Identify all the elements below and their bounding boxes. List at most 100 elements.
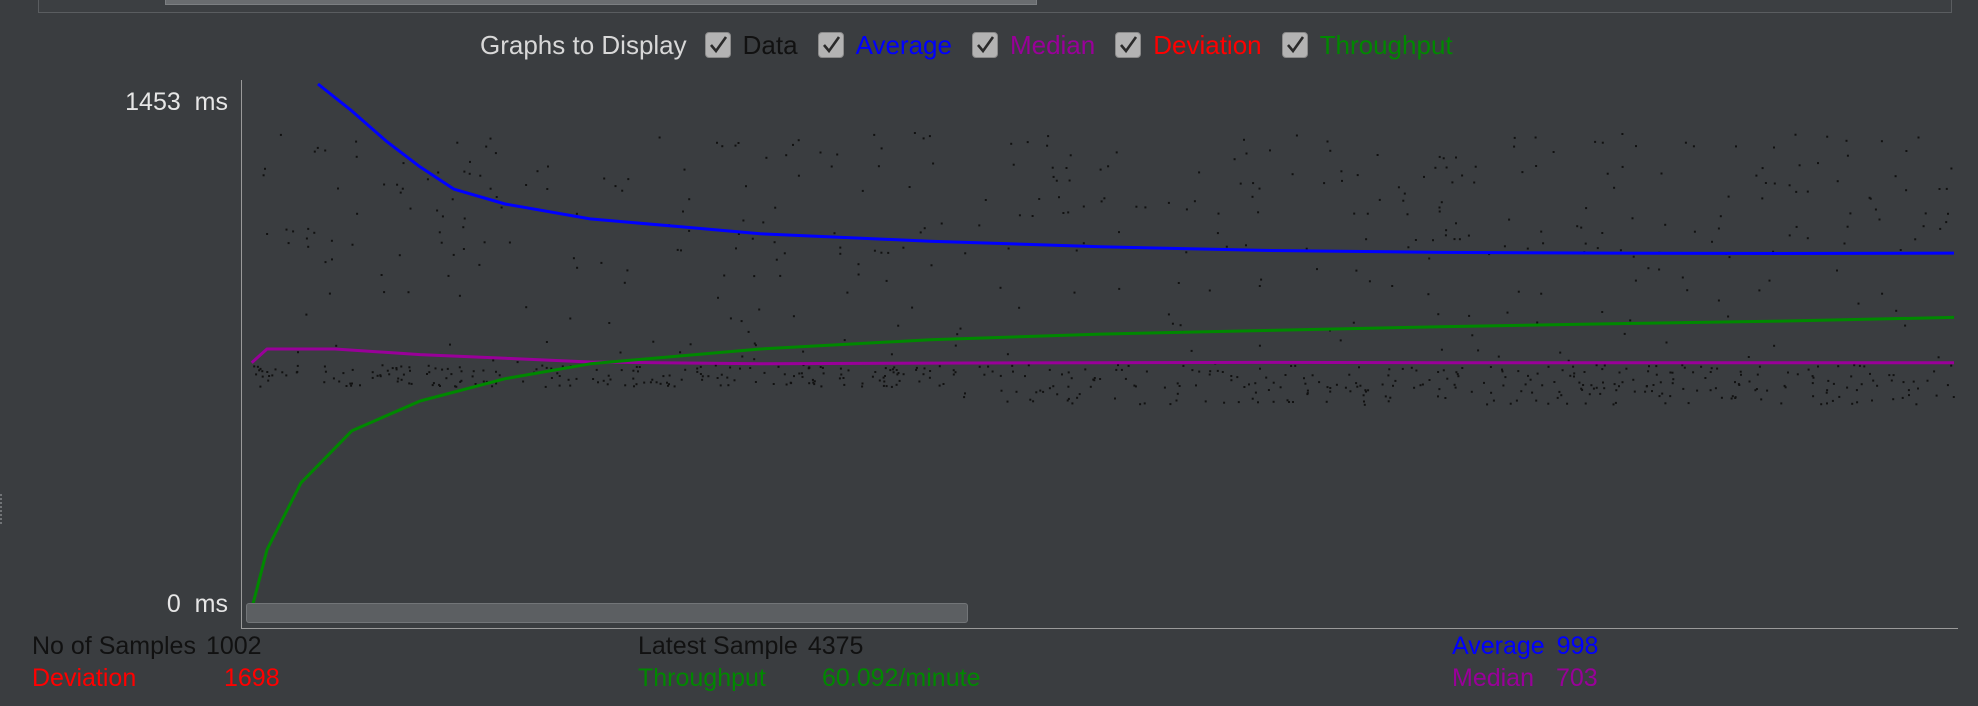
data-point — [550, 367, 553, 370]
data-point — [846, 291, 849, 294]
data-point — [1394, 379, 1397, 382]
data-point — [1362, 394, 1365, 397]
data-point — [608, 322, 611, 324]
data-point — [1659, 381, 1662, 384]
checkbox-average[interactable] — [817, 32, 844, 58]
data-point — [819, 151, 822, 154]
data-point — [1356, 174, 1359, 177]
data-point — [1467, 234, 1470, 237]
graph-horizontal-scrollbar[interactable] — [246, 603, 968, 623]
checkbox-data[interactable] — [704, 32, 731, 58]
top-scrollbar-thumb[interactable] — [165, 0, 1037, 5]
stat-deviation-value: 1698 — [224, 664, 280, 692]
data-point — [840, 373, 843, 376]
data-point — [1015, 390, 1018, 393]
data-point — [1279, 386, 1282, 389]
data-point — [1665, 341, 1668, 344]
data-point — [1216, 232, 1219, 235]
legend-item-average[interactable]: Average — [817, 30, 952, 61]
data-point — [1329, 390, 1332, 393]
data-point — [1470, 390, 1473, 393]
data-point — [1894, 175, 1897, 178]
data-point — [1171, 322, 1174, 325]
data-point — [1384, 395, 1387, 398]
data-point — [1082, 242, 1085, 245]
checkbox-deviation[interactable] — [1115, 32, 1142, 58]
data-point — [1846, 154, 1849, 157]
data-point — [305, 237, 308, 240]
data-point — [371, 371, 374, 374]
data-point — [802, 350, 805, 353]
data-point — [747, 330, 750, 333]
data-point — [1107, 165, 1110, 168]
data-point — [1648, 365, 1650, 368]
data-point — [1198, 370, 1201, 373]
data-point — [1734, 397, 1737, 399]
data-point — [1826, 389, 1829, 392]
data-point — [735, 247, 737, 250]
data-point — [1176, 382, 1179, 385]
data-point — [651, 378, 654, 381]
data-point — [1578, 381, 1581, 384]
data-point — [1326, 386, 1329, 389]
data-point — [1258, 187, 1261, 190]
splitter-grip[interactable] — [0, 494, 6, 524]
stat-throughput: Throughput 60.092/minute — [638, 664, 980, 693]
legend-item-median[interactable]: Median — [971, 30, 1095, 61]
data-point — [1625, 367, 1628, 370]
stat-deviation-label: Deviation — [32, 664, 137, 692]
data-point — [737, 233, 740, 235]
data-point — [885, 279, 888, 282]
data-point — [1440, 348, 1443, 351]
data-point — [287, 242, 290, 245]
checkbox-throughput[interactable] — [1281, 32, 1308, 58]
data-point — [485, 380, 488, 383]
data-point — [635, 383, 638, 386]
data-point — [1569, 374, 1572, 377]
data-point — [754, 344, 757, 347]
data-point — [887, 251, 890, 254]
data-point — [1115, 151, 1118, 154]
data-point — [1812, 376, 1815, 379]
data-point — [922, 373, 925, 376]
checkbox-median[interactable] — [971, 32, 998, 58]
data-points — [253, 132, 1955, 406]
data-point — [441, 368, 444, 371]
data-point — [956, 333, 959, 336]
data-point — [383, 291, 386, 294]
data-point — [1938, 188, 1941, 190]
data-point — [1807, 368, 1810, 371]
data-point — [1258, 344, 1261, 347]
data-point — [800, 372, 803, 375]
data-point — [878, 379, 881, 382]
data-point — [1438, 206, 1441, 209]
data-point — [884, 375, 886, 377]
data-point — [1780, 402, 1783, 405]
data-point — [1632, 378, 1635, 381]
data-point — [897, 372, 900, 374]
data-point — [1878, 218, 1881, 221]
data-point — [1100, 200, 1103, 203]
data-point — [1856, 401, 1859, 404]
data-point — [1434, 166, 1437, 169]
data-point — [1437, 313, 1440, 316]
legend-item-throughput[interactable]: Throughput — [1281, 30, 1453, 61]
data-point — [991, 370, 994, 373]
data-point — [1614, 401, 1617, 404]
legend-item-data[interactable]: Data — [704, 30, 798, 61]
data-point — [1756, 373, 1759, 376]
data-point — [1453, 238, 1456, 241]
data-point — [1455, 222, 1457, 225]
legend-item-deviation[interactable]: Deviation — [1115, 30, 1262, 61]
data-point — [1421, 383, 1424, 386]
data-point — [313, 231, 316, 234]
data-point — [1260, 278, 1263, 281]
data-point — [1118, 231, 1120, 234]
data-point — [938, 384, 941, 387]
data-point — [820, 385, 823, 388]
data-point — [964, 252, 967, 255]
data-point — [1572, 365, 1575, 368]
data-point — [861, 382, 864, 385]
data-point — [716, 141, 718, 144]
data-point — [1905, 189, 1908, 192]
